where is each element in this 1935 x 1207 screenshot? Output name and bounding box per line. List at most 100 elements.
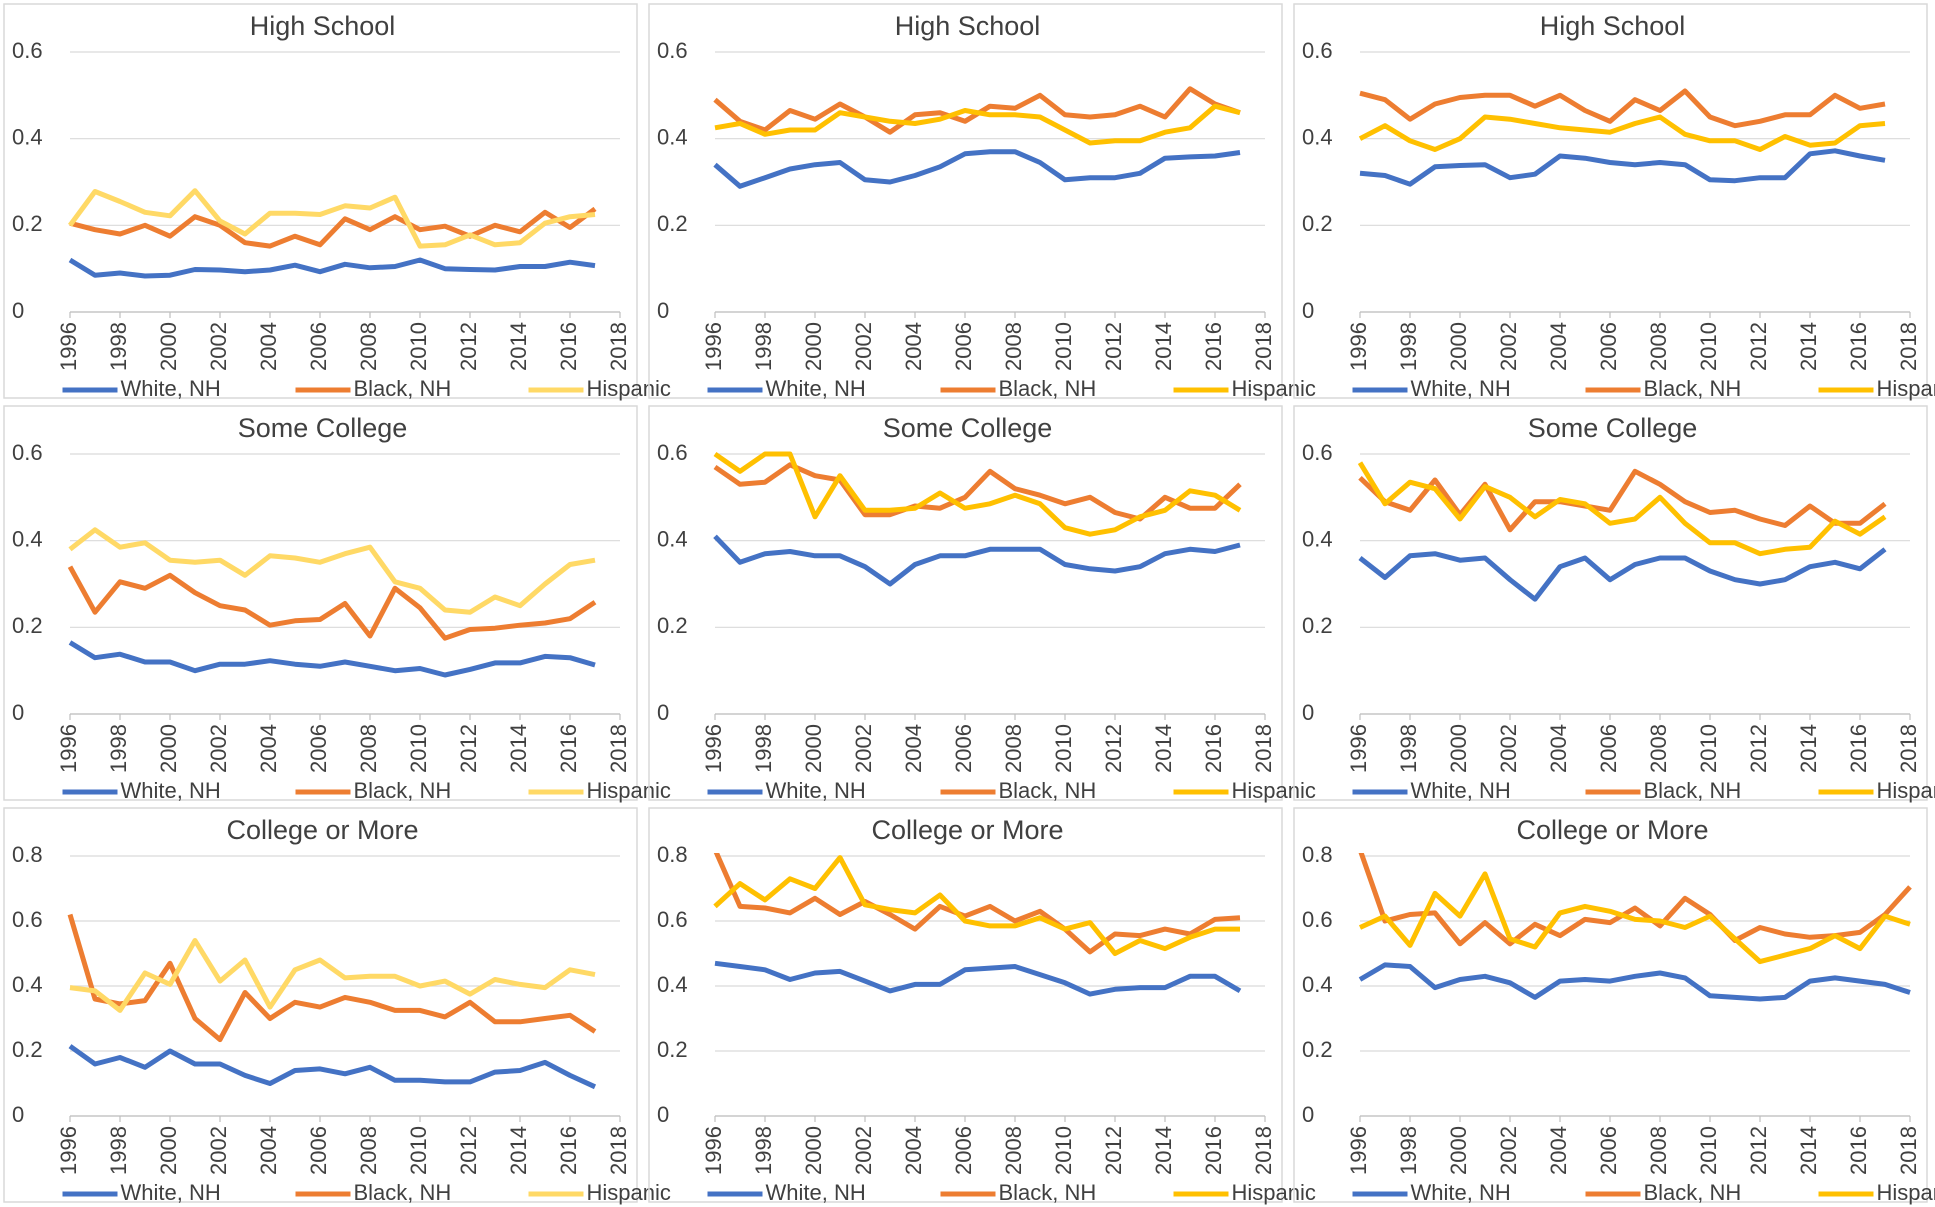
legend-label: Hispanic — [1232, 376, 1316, 401]
series-line — [67, 188, 596, 249]
x-tick-label: 1998 — [751, 1126, 776, 1175]
legend-label: Hispanic — [1232, 778, 1316, 803]
x-tick-label: 2014 — [1796, 724, 1821, 773]
x-tick-label: 2018 — [1251, 322, 1276, 371]
y-tick-label: 0 — [657, 700, 669, 725]
x-tick-label: 2004 — [901, 1126, 926, 1175]
x-tick-label: 2002 — [851, 1126, 876, 1175]
x-tick-label: 2008 — [1001, 724, 1026, 773]
x-tick-label: 2000 — [801, 724, 826, 773]
y-tick-label: 0.4 — [12, 972, 43, 997]
legend-label: Hispanic — [1877, 376, 1935, 401]
series-line — [1359, 148, 1886, 187]
legend-label: Hispanic — [1877, 1180, 1935, 1205]
x-tick-label: 2018 — [1896, 1126, 1921, 1175]
x-tick-label: 2006 — [306, 724, 331, 773]
y-tick-label: 0.4 — [12, 124, 43, 149]
y-tick-label: 0.2 — [1302, 1037, 1333, 1062]
y-tick-label: 0 — [12, 1102, 24, 1127]
x-tick-label: 1998 — [1396, 724, 1421, 773]
x-tick-label: 2010 — [1696, 1126, 1721, 1175]
legend-label: White, NH — [766, 778, 866, 803]
series-line — [1358, 871, 1911, 965]
chart-panel: High School 0 0.2 0.4 0.6 1996 1998 2000 2002 200… — [648, 3, 1316, 401]
x-tick-label: 2016 — [1201, 724, 1226, 773]
chart-panel: Some College 0 0.2 0.4 0.6 1996 1998 2000 2002 20… — [648, 405, 1316, 803]
chart-panel: Some College 0 0.2 0.4 0.6 1996 1998 2000 2002 20… — [1293, 405, 1935, 803]
x-tick-label: 2000 — [156, 322, 181, 371]
y-tick-label: 0 — [657, 1102, 669, 1127]
y-tick-label: 0.6 — [657, 38, 688, 63]
series-line — [69, 938, 596, 1013]
panel-border — [3, 807, 638, 1203]
x-tick-label: 2002 — [206, 724, 231, 773]
x-tick-label: 1998 — [1396, 322, 1421, 371]
x-tick-label: 2000 — [801, 322, 826, 371]
x-tick-label: 2006 — [1596, 724, 1621, 773]
y-tick-label: 0 — [12, 298, 24, 323]
series-line — [713, 853, 1241, 955]
chart-panel: College or More 0 0.2 0.4 0.6 0.8 1996 1998 2000… — [648, 807, 1316, 1205]
series-line — [68, 257, 596, 279]
x-tick-label: 2008 — [1646, 322, 1671, 371]
x-tick-label: 2006 — [306, 322, 331, 371]
x-tick-label: 2002 — [206, 322, 231, 371]
y-tick-label: 0.4 — [657, 526, 688, 551]
series-line — [714, 960, 1242, 997]
x-tick-label: 2012 — [1101, 1126, 1126, 1175]
x-tick-label: 2018 — [1896, 322, 1921, 371]
x-tick-label: 2008 — [1001, 1126, 1026, 1175]
series-line — [714, 103, 1241, 146]
x-tick-label: 2004 — [256, 322, 281, 371]
x-tick-label: 2018 — [606, 1126, 631, 1175]
series-line — [1358, 853, 1912, 947]
x-tick-label: 2018 — [1896, 724, 1921, 773]
x-tick-label: 2006 — [1596, 1126, 1621, 1175]
x-tick-label: 2002 — [206, 1126, 231, 1175]
x-tick-label: 2004 — [901, 724, 926, 773]
panel-border — [1293, 807, 1928, 1203]
x-tick-label: 2014 — [1151, 724, 1176, 773]
x-tick-label: 2014 — [1151, 322, 1176, 371]
chart-panel: College or More 0 0.2 0.4 0.6 0.8 1996 1998 2000… — [1293, 807, 1935, 1205]
legend-label: Hispanic — [1877, 778, 1935, 803]
y-tick-label: 0.2 — [12, 1037, 43, 1062]
chart-title: High School — [1540, 11, 1686, 41]
y-tick-label: 0 — [657, 298, 669, 323]
y-tick-label: 0.6 — [12, 38, 43, 63]
x-tick-label: 2014 — [506, 1126, 531, 1175]
x-tick-label: 1996 — [1346, 724, 1371, 773]
x-tick-label: 2000 — [156, 1126, 181, 1175]
y-tick-label: 0.8 — [1302, 842, 1333, 867]
y-tick-label: 0.6 — [12, 440, 43, 465]
x-tick-label: 2016 — [1846, 322, 1871, 371]
y-tick-label: 0.2 — [1302, 211, 1333, 236]
y-tick-label: 0.4 — [12, 526, 43, 551]
x-tick-label: 1998 — [106, 1126, 131, 1175]
x-tick-label: 2012 — [1746, 1126, 1771, 1175]
legend-label: Hispanic — [587, 1180, 671, 1205]
series-line — [1358, 962, 1911, 1002]
panel-border — [1293, 405, 1928, 801]
y-tick-label: 0.4 — [1302, 972, 1333, 997]
legend-label: White, NH — [121, 1180, 221, 1205]
y-tick-label: 0.2 — [657, 1037, 688, 1062]
y-tick-label: 0.8 — [657, 842, 688, 867]
x-tick-label: 2018 — [1251, 724, 1276, 773]
panel-border — [648, 3, 1283, 399]
x-tick-label: 2016 — [556, 724, 581, 773]
x-tick-label: 2004 — [1546, 724, 1571, 773]
x-tick-label: 2006 — [1596, 322, 1621, 371]
legend-label: Black, NH — [1644, 778, 1742, 803]
x-tick-label: 2006 — [306, 1126, 331, 1175]
chart-panel: Some College 0 0.2 0.4 0.6 1996 1998 2000 2002 20… — [3, 405, 671, 803]
x-tick-label: 2008 — [356, 724, 381, 773]
x-tick-label: 2016 — [1201, 1126, 1226, 1175]
legend-label: Black, NH — [354, 376, 452, 401]
x-tick-label: 1998 — [751, 724, 776, 773]
x-tick-label: 1996 — [701, 322, 726, 371]
chart-title: High School — [895, 11, 1041, 41]
y-tick-label: 0 — [12, 700, 24, 725]
x-tick-label: 2012 — [1101, 322, 1126, 371]
